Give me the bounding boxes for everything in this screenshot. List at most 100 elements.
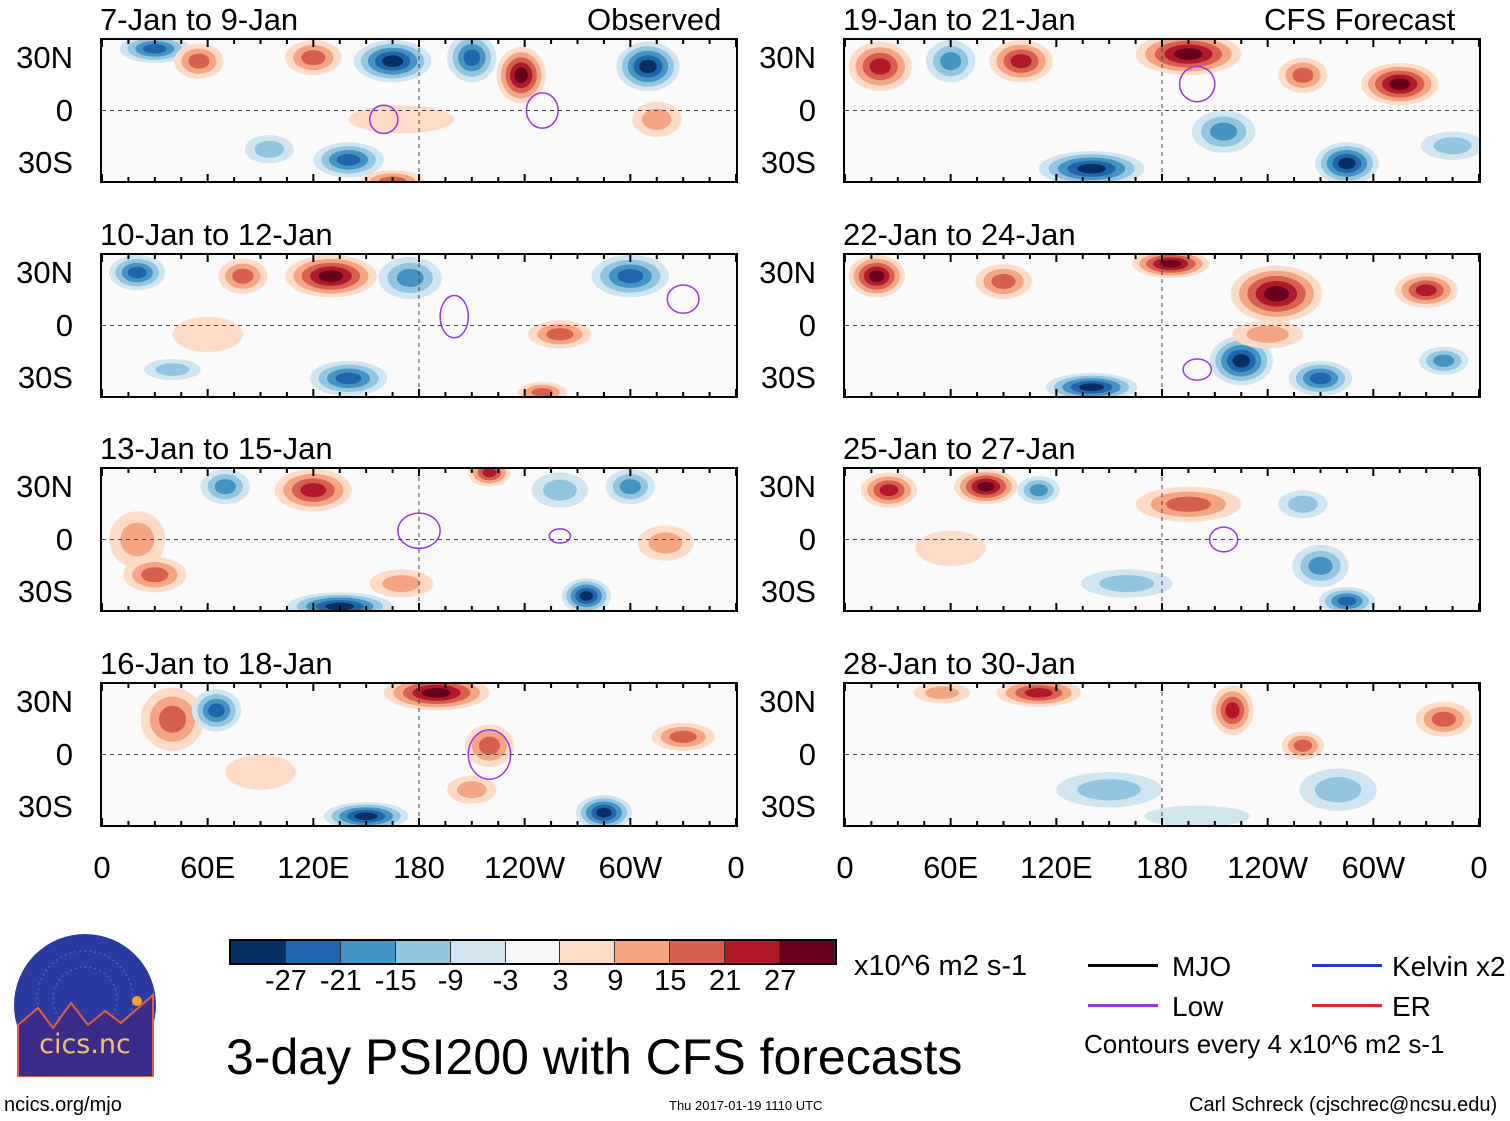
- anomaly-contour: [619, 479, 641, 495]
- panel-title: 13-Jan to 15-Jan: [100, 431, 333, 466]
- panel-title: 10-Jan to 12-Jan: [100, 217, 333, 252]
- colorbar-swatch: [615, 941, 671, 963]
- anomaly-contour: [127, 266, 147, 279]
- anomaly-contour: [225, 754, 296, 790]
- anomaly-contour: [155, 363, 190, 376]
- low-contour: [1182, 358, 1213, 381]
- colorbar-swatch: [395, 941, 451, 963]
- lat-label: 30N: [759, 684, 816, 719]
- anomaly-contour: [1010, 54, 1032, 69]
- colorbar-swatch: [505, 941, 561, 963]
- anomaly-contour: [335, 372, 362, 385]
- colorbar-swatch: [560, 941, 616, 963]
- colorbar-tick-label: -21: [319, 965, 362, 997]
- lat-label: 0: [798, 307, 816, 343]
- lat-label: 30N: [16, 40, 73, 75]
- anomaly-contour: [1029, 484, 1048, 497]
- colorbar-tick-label: 15: [654, 965, 687, 997]
- panel-title: 28-Jan to 30-Jan: [843, 646, 1076, 681]
- colorbar-tick-label: 21: [709, 965, 742, 997]
- lat-label: 30S: [760, 360, 816, 395]
- lon-label: 120W: [484, 850, 566, 885]
- anomaly-contour: [869, 58, 891, 75]
- anomaly-contour: [617, 269, 644, 284]
- legend-er-line: [1312, 1004, 1382, 1007]
- legend-kelvin-line: [1312, 964, 1382, 967]
- lon-label: 60W: [598, 850, 663, 885]
- colorbar-swatch: [231, 941, 286, 963]
- psi200-map: [102, 469, 736, 610]
- anomaly-contour: [396, 268, 424, 287]
- lon-label: 60W: [1341, 850, 1406, 885]
- anomaly-contour: [924, 686, 959, 700]
- anomaly-contour: [300, 483, 327, 498]
- low-contour: [548, 528, 572, 544]
- colorbar-tick-label: -27: [264, 965, 307, 997]
- lat-label: 30N: [759, 255, 816, 290]
- lat-label: 30N: [759, 469, 816, 504]
- anomaly-contour: [141, 567, 169, 583]
- anomaly-contour: [1099, 575, 1155, 593]
- anomaly-contour: [463, 49, 481, 66]
- low-contour: [1178, 65, 1216, 103]
- anomaly-contour: [1160, 259, 1182, 268]
- lon-label: 60E: [923, 850, 979, 885]
- legend-mjo-line: [1088, 964, 1158, 967]
- anomaly-contour: [1079, 383, 1105, 392]
- anomaly-contour: [1308, 556, 1333, 576]
- footer-author: Carl Schreck (cjschrec@ncsu.edu): [1189, 1094, 1498, 1116]
- map-panel: [843, 253, 1481, 398]
- anomaly-contour: [579, 591, 594, 601]
- footer-url[interactable]: ncics.org/mjo: [4, 1094, 122, 1116]
- anomaly-contour: [422, 688, 452, 698]
- logo-text: cics.nc: [39, 1029, 131, 1060]
- colorbar-swatch: [340, 941, 396, 963]
- colorbar-tick-label: -3: [492, 965, 519, 997]
- anomaly-contour: [940, 52, 962, 71]
- anomaly-contour: [641, 108, 672, 130]
- anomaly-contour: [1314, 777, 1362, 803]
- anomaly-contour: [172, 316, 243, 352]
- colorbar-tick-label: -15: [374, 965, 417, 997]
- panel-title: 22-Jan to 24-Jan: [843, 217, 1076, 252]
- anomaly-contour: [1165, 496, 1212, 512]
- legend-er-label: ER: [1392, 991, 1431, 1022]
- lat-label: 0: [798, 736, 816, 772]
- anomaly-contour: [1232, 354, 1250, 368]
- lat-label: 0: [55, 92, 73, 128]
- legend-mjo-label: MJO: [1172, 951, 1232, 982]
- lat-label: 30N: [759, 40, 816, 75]
- colorbar: [229, 939, 837, 965]
- footer-timestamp: Thu 2017-01-19 1110 UTC: [669, 1098, 823, 1113]
- anomaly-contour: [214, 479, 236, 495]
- map-panel: [843, 38, 1481, 183]
- anomaly-contour: [482, 469, 497, 478]
- anomaly-contour: [188, 53, 210, 69]
- psi200-map: [845, 40, 1479, 181]
- anomaly-contour: [915, 530, 986, 566]
- anomaly-contour: [382, 55, 404, 67]
- anomaly-contour: [318, 270, 344, 282]
- lat-label: 30S: [760, 574, 816, 609]
- lat-label: 30N: [16, 255, 73, 290]
- lat-label: 30N: [16, 684, 73, 719]
- lon-label: 0: [727, 850, 745, 885]
- map-panel: [843, 467, 1481, 612]
- anomaly-contour: [542, 479, 577, 501]
- anomaly-contour: [348, 105, 455, 134]
- anomaly-contour: [596, 807, 612, 818]
- lat-label: 30N: [16, 469, 73, 504]
- lon-label: 120E: [277, 850, 350, 885]
- units-label: x10^6 m2 s-1: [854, 950, 1028, 982]
- anomaly-contour: [514, 67, 528, 83]
- psi200-map: [102, 255, 736, 396]
- anomaly-contour: [1389, 78, 1411, 90]
- lat-label: 30S: [17, 145, 73, 180]
- low-contour: [666, 284, 700, 314]
- colorbar-swatch: [780, 941, 835, 963]
- map-panel: [100, 467, 738, 612]
- colorbar-tick-label: -9: [437, 965, 464, 997]
- anomaly-contour: [977, 481, 995, 492]
- anomaly-contour: [336, 153, 361, 166]
